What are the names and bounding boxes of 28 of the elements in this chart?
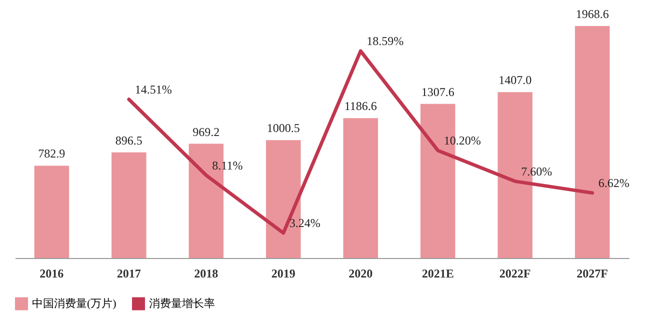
data-label: 14.51% bbox=[134, 82, 172, 96]
x-tick-label: 2020 bbox=[348, 266, 373, 280]
x-tick-label: 2021E bbox=[422, 266, 454, 280]
x-tick-label: 2019 bbox=[271, 266, 296, 280]
data-label: 1000.5 bbox=[266, 121, 300, 136]
x-tick-label: 2022F bbox=[499, 266, 531, 280]
x-tick-label: 2016 bbox=[40, 266, 64, 280]
data-label: 3.24% bbox=[289, 216, 320, 230]
bar bbox=[112, 152, 146, 258]
data-label: 782.9 bbox=[38, 146, 66, 161]
bar bbox=[34, 166, 70, 258]
data-label: 18.59% bbox=[366, 34, 404, 48]
data-label: 8.11% bbox=[212, 158, 243, 172]
data-label: 1186.6 bbox=[344, 99, 377, 114]
legend-label: 中国消费量(万片) bbox=[32, 296, 117, 310]
x-tick-label: 2017 bbox=[116, 266, 141, 280]
data-label: 1307.6 bbox=[421, 84, 454, 99]
legend-label: 消费量增长率 bbox=[149, 296, 215, 310]
data-label: 1407.0 bbox=[498, 73, 532, 88]
data-label: 1968.6 bbox=[576, 7, 609, 21]
x-tick-label: 2027F bbox=[576, 266, 608, 280]
data-label: 6.62% bbox=[598, 176, 630, 190]
bar bbox=[343, 118, 378, 258]
x-tick-label: 2018 bbox=[194, 266, 218, 280]
data-label: 896.5 bbox=[115, 133, 142, 148]
data-label: 10.20% bbox=[444, 133, 481, 148]
data-label: 969.2 bbox=[192, 124, 220, 139]
data-label: 7.60% bbox=[521, 164, 552, 178]
